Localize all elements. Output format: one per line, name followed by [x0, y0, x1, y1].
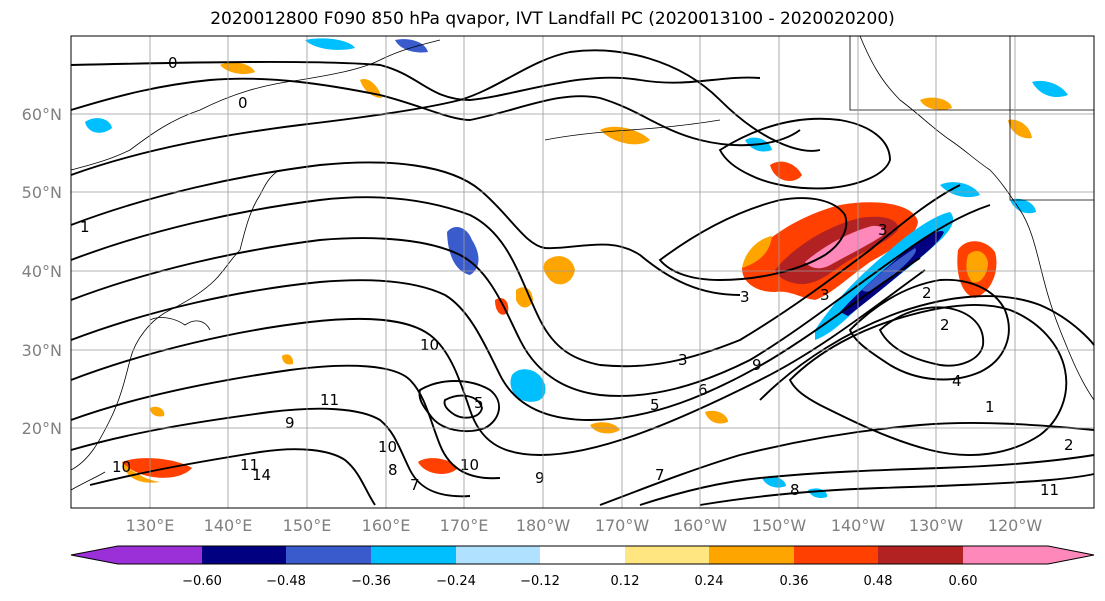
contour-label: 14	[252, 466, 271, 484]
map-panel: 0 0 1 3 3 3 2 4 1 2 10 11 14 10 5 8 9 7 …	[70, 35, 1095, 509]
colorbar-extend-high	[1048, 546, 1094, 564]
contour-label: 0	[238, 94, 248, 112]
colorbar-swatch	[456, 546, 540, 564]
lon-label-130w: 130°W	[909, 516, 964, 535]
colorbar-extend-low	[71, 546, 118, 564]
contour-label: 5	[474, 394, 484, 412]
colorbar-tick-label: 0.24	[695, 574, 724, 589]
positive-anomaly-ne-pacific-core	[805, 225, 885, 269]
colorbar-swatch	[202, 546, 286, 564]
coastlines	[70, 35, 1095, 491]
contour-label: 11	[240, 456, 259, 474]
colorbar-swatch	[540, 546, 625, 564]
colorbar-swatch	[878, 546, 963, 564]
contour-label: 2	[1064, 436, 1074, 454]
contour-label: 2	[940, 316, 950, 334]
contour-label: 10	[112, 458, 131, 476]
lat-label-60n: 60°N	[22, 105, 62, 124]
colorbar: −0.60 −0.48 −0.36 −0.24 −0.12 0.12 0.24 …	[70, 545, 1095, 589]
contour-lines	[70, 49, 1095, 506]
colorbar-outline	[70, 545, 1095, 565]
contour-label: 8	[388, 461, 398, 479]
lon-label-140e: 140°E	[204, 516, 253, 535]
map-title: 2020012800 F090 850 hPa qvapor, IVT Land…	[210, 9, 895, 29]
lon-label-170e: 170°E	[440, 516, 489, 535]
contour-label: 9	[535, 469, 545, 487]
lat-label-30n: 30°N	[22, 341, 62, 360]
longitude-labels: 130°E 140°E 150°E 160°E 170°E 180°W 170°…	[126, 516, 1043, 535]
colorbar-tick-label: 0.60	[949, 574, 978, 589]
lat-label-20n: 20°N	[22, 419, 62, 438]
colorbar-tick-label: −0.48	[266, 574, 306, 589]
contour-label-layer: 0 0 1 3 3 3 2 4 1 2 10 11 14 10 5 8 9 7 …	[80, 54, 1074, 499]
colorbar-swatches	[70, 545, 1095, 565]
latitude-labels: 60°N 50°N 40°N 30°N 20°N	[22, 105, 62, 438]
contour-label: 3	[740, 288, 750, 306]
contour-label: 9	[285, 414, 295, 432]
contour-label: 8	[790, 481, 800, 499]
contour-label: 1	[985, 398, 995, 416]
graticule	[71, 36, 1094, 508]
colorbar-tick-label: 0.48	[864, 574, 893, 589]
lon-label-150w: 150°W	[752, 516, 807, 535]
colorbar-swatch	[709, 546, 794, 564]
contour-label: 5	[650, 396, 660, 414]
contour-label: 0	[168, 54, 178, 72]
colorbar-tick-label: −0.12	[520, 574, 560, 589]
lon-label-180w: 180°W	[516, 516, 571, 535]
map-frame	[70, 35, 1095, 509]
lon-label-140w: 140°W	[831, 516, 886, 535]
colorbar-swatch	[625, 546, 709, 564]
contour-label: 10	[460, 456, 479, 474]
contour-label: 3	[878, 221, 888, 239]
contour-label: 11	[1040, 481, 1059, 499]
colorbar-tick-label: 0.12	[611, 574, 640, 589]
contour-label: 1	[80, 218, 90, 236]
contour-label: 9	[752, 356, 762, 374]
colorbar-swatch	[286, 546, 371, 564]
lon-label-150e: 150°E	[283, 516, 332, 535]
contour-label: 10	[420, 336, 439, 354]
colorbar-tick-labels: −0.60 −0.48 −0.36 −0.24 −0.12 0.12 0.24 …	[182, 574, 977, 589]
contour-label: 11	[320, 391, 339, 409]
colorbar-tick-label: 0.36	[780, 574, 809, 589]
lat-label-50n: 50°N	[22, 183, 62, 202]
lat-label-40n: 40°N	[22, 262, 62, 281]
lon-label-160e: 160°E	[362, 516, 411, 535]
contour-label: 10	[378, 438, 397, 456]
shading-layer	[85, 38, 1068, 499]
colorbar-tick-label: −0.36	[351, 574, 391, 589]
lon-label-130e: 130°E	[126, 516, 175, 535]
colorbar-swatch	[371, 546, 456, 564]
colorbar-swatch	[794, 546, 878, 564]
colorbar-swatch	[118, 546, 202, 564]
contour-label: 2	[922, 284, 932, 302]
colorbar-swatch	[963, 546, 1048, 564]
contour-label: 6	[698, 381, 708, 399]
contour-label: 3	[678, 351, 688, 369]
lon-label-160w: 160°W	[673, 516, 728, 535]
lon-label-120w: 120°W	[988, 516, 1043, 535]
contour-label: 4	[952, 372, 962, 390]
lon-label-170w: 170°W	[595, 516, 650, 535]
colorbar-tick-label: −0.60	[182, 574, 222, 589]
contour-label: 3	[820, 286, 830, 304]
colorbar-tick-label: −0.24	[436, 574, 476, 589]
contour-label: 7	[410, 476, 420, 494]
contour-label: 7	[655, 466, 665, 484]
